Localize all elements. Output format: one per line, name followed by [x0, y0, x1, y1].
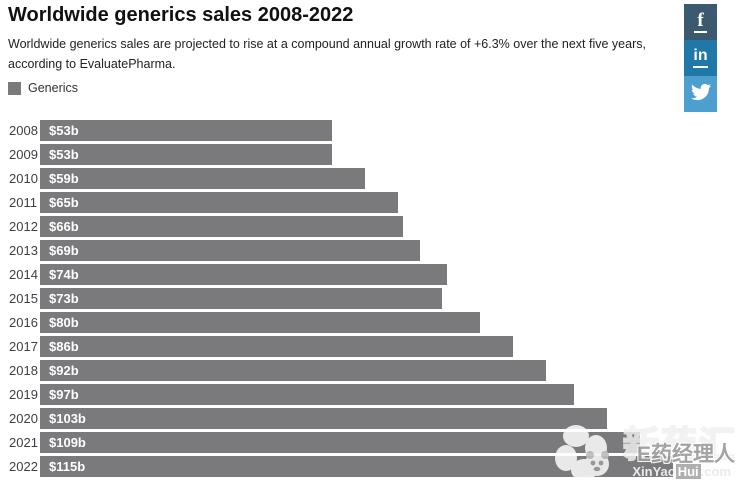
year-axis-label: 2015	[9, 290, 38, 306]
linkedin-share-button[interactable]: in	[684, 40, 717, 76]
year-axis-label: 2013	[9, 242, 38, 258]
year-axis-label: 2021	[9, 434, 38, 450]
bar-value-label: $86b	[49, 338, 79, 354]
bar-value-label: $69b	[49, 242, 79, 258]
facebook-share-button[interactable]: f	[684, 4, 717, 40]
bar-value-label: $53b	[49, 146, 79, 162]
generics-bar[interactable]: $65b	[40, 191, 398, 213]
facebook-icon: f	[694, 11, 707, 33]
year-axis-label: 2022	[9, 458, 38, 474]
chart-row: 2009 $53b	[0, 142, 739, 166]
generics-bar[interactable]: $73b	[40, 287, 442, 309]
bar-value-label: $97b	[49, 386, 79, 402]
bar-value-label: $103b	[49, 410, 86, 426]
chart-row: 2022 $115b	[0, 454, 739, 478]
bar-value-label: $66b	[49, 218, 79, 234]
bar-value-label: $73b	[49, 290, 79, 306]
year-axis-label: 2010	[9, 170, 38, 186]
year-axis-label: 2014	[9, 266, 38, 282]
chart-row: 2014 $74b	[0, 262, 739, 286]
bar-value-label: $92b	[49, 362, 79, 378]
year-axis-label: 2017	[9, 338, 38, 354]
year-axis-label: 2020	[9, 410, 38, 426]
year-axis-label: 2012	[9, 218, 38, 234]
bar-chart: 2008 $53b 2009 $53b 2010 $59b 2011 $65b	[0, 118, 739, 478]
chart-row: 2021 $109b	[0, 430, 739, 454]
linkedin-icon: in	[693, 48, 708, 68]
generics-bar[interactable]: $115b	[40, 455, 673, 477]
bar-value-label: $59b	[49, 170, 79, 186]
chart-row: 2012 $66b	[0, 214, 739, 238]
year-axis-label: 2016	[9, 314, 38, 330]
chart-subtitle: Worldwide generics sales are projected t…	[8, 37, 646, 71]
generics-bar[interactable]: $53b	[40, 143, 332, 165]
chart-row: 2019 $97b	[0, 382, 739, 406]
chart-row: 2010 $59b	[0, 166, 739, 190]
chart-header: Worldwide generics sales 2008-2022 World…	[8, 2, 680, 74]
generics-bar[interactable]: $66b	[40, 215, 403, 237]
generics-bar[interactable]: $86b	[40, 335, 513, 357]
chart-row: 2020 $103b	[0, 406, 739, 430]
generics-bar[interactable]: $59b	[40, 167, 365, 189]
year-axis-label: 2019	[9, 386, 38, 402]
generics-bar[interactable]: $74b	[40, 263, 447, 285]
year-axis-label: 2009	[9, 146, 38, 162]
social-share-bar: f in	[684, 4, 717, 112]
chart-row: 2013 $69b	[0, 238, 739, 262]
generics-bar[interactable]: $109b	[40, 431, 640, 453]
chart-title: Worldwide generics sales 2008-2022	[8, 4, 354, 26]
generics-bar[interactable]: $103b	[40, 407, 607, 429]
chart-row: 2015 $73b	[0, 286, 739, 310]
chart-row: 2008 $53b	[0, 118, 739, 142]
twitter-share-button[interactable]	[684, 76, 717, 112]
year-axis-label: 2018	[9, 362, 38, 378]
bar-value-label: $109b	[49, 434, 86, 450]
generics-bar[interactable]: $80b	[40, 311, 480, 333]
bar-value-label: $74b	[49, 266, 79, 282]
legend-item-generics[interactable]: Generics	[8, 81, 78, 95]
legend-label: Generics	[28, 81, 79, 95]
year-axis-label: 2008	[9, 122, 38, 138]
generics-bar[interactable]: $53b	[40, 119, 332, 141]
generics-bar[interactable]: $92b	[40, 359, 546, 381]
generics-bar[interactable]: $97b	[40, 383, 574, 405]
bar-value-label: $80b	[49, 314, 79, 330]
bar-value-label: $115b	[49, 458, 86, 474]
bar-value-label: $53b	[49, 122, 79, 138]
chart-row: 2011 $65b	[0, 190, 739, 214]
year-axis-label: 2011	[9, 194, 37, 210]
chart-row: 2017 $86b	[0, 334, 739, 358]
chart-row: 2016 $80b	[0, 310, 739, 334]
chart-row: 2018 $92b	[0, 358, 739, 382]
twitter-bird-icon	[690, 82, 711, 107]
generics-bar[interactable]: $69b	[40, 239, 420, 261]
legend-swatch	[8, 81, 21, 95]
bar-value-label: $65b	[49, 194, 79, 210]
